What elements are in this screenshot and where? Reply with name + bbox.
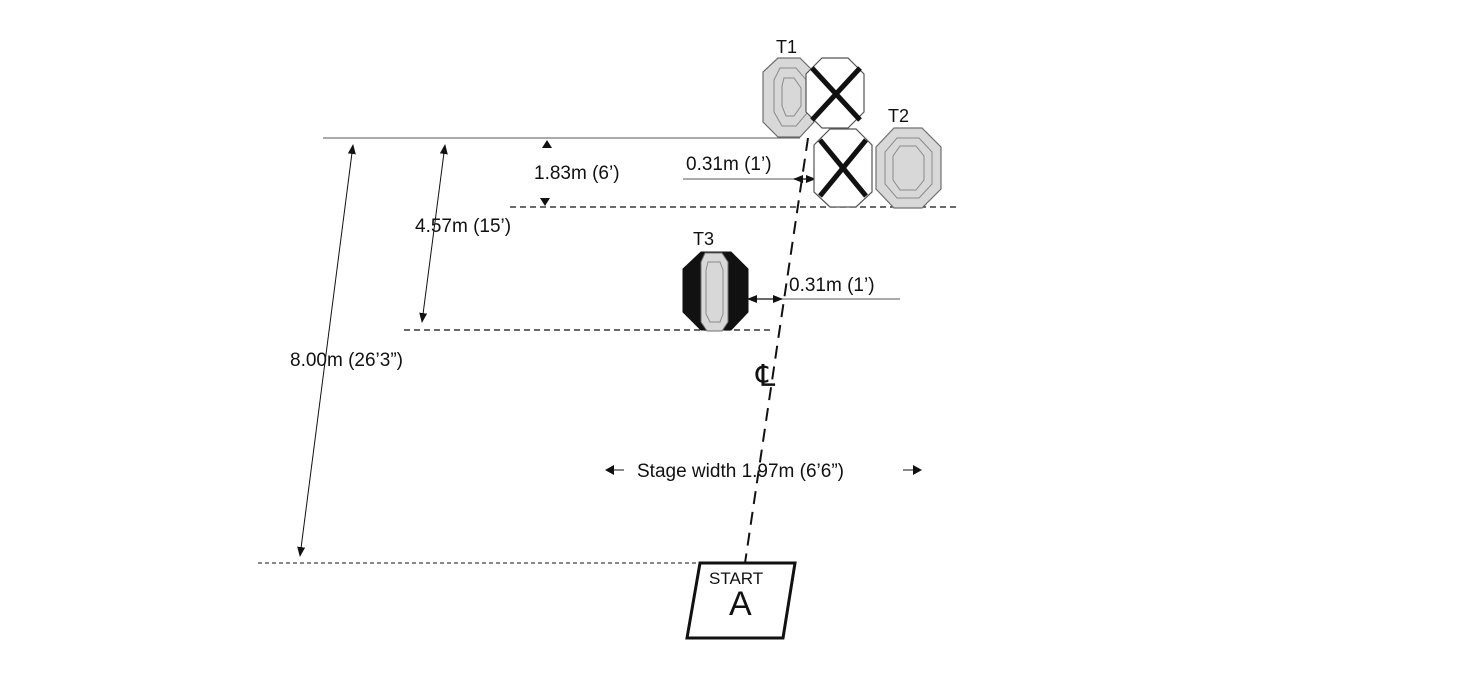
offset-label-t3: 0.31m (1’) (789, 275, 875, 296)
stage-width-label: Stage width 1.97m (6’6”) (637, 461, 844, 482)
dimension-arrow-1-83-bottom (540, 198, 550, 206)
no-shoot-target-middle (813, 128, 873, 208)
dimension-arrow-4-57 (419, 144, 448, 323)
dimension-arrow-8-00 (297, 144, 356, 557)
dimension-label-4-57: 4.57m (15’) (415, 216, 511, 237)
dimension-arrow-1-83-top (542, 140, 552, 148)
target-label-t1: T1 (776, 37, 797, 57)
centerline (744, 137, 809, 564)
start-letter: A (729, 585, 752, 623)
dimension-label-8-00: 8.00m (26’3”) (290, 350, 403, 371)
no-shoot-target-top (805, 57, 865, 129)
stage-width-arrow-left (605, 465, 614, 475)
target-t3 (682, 251, 749, 332)
target-t1 (762, 57, 815, 138)
target-label-t2: T2 (888, 106, 909, 126)
target-t2 (875, 127, 942, 209)
offset-label-top: 0.31m (1’) (686, 154, 772, 175)
start-label: START (709, 569, 763, 588)
start-box (685, 561, 797, 640)
target-label-t3: T3 (693, 229, 714, 249)
dimension-label-1-83: 1.83m (6’) (534, 163, 620, 184)
centerline-symbol: ℄ (755, 360, 776, 393)
stage-width-arrow-right (913, 465, 922, 475)
